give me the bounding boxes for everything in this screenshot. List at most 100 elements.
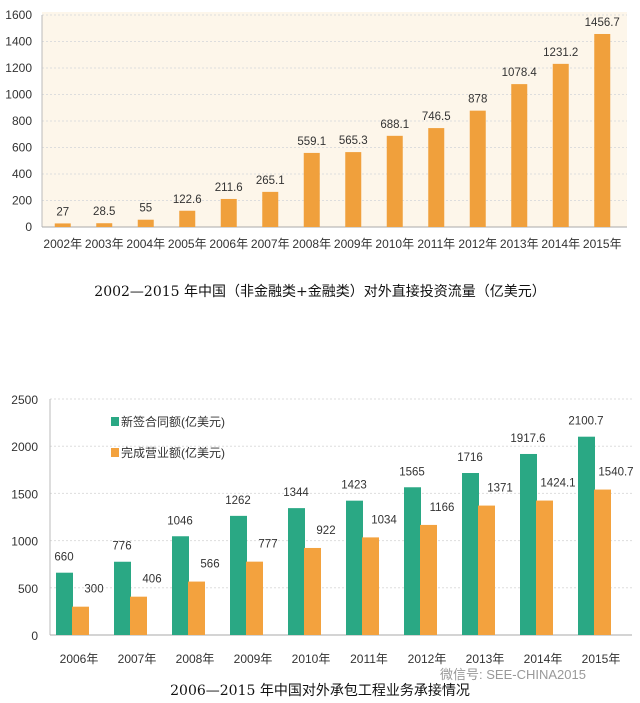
bar [345,152,362,227]
x-tick-label: 2007年 [251,237,290,251]
y-tick-label: 0 [25,220,32,234]
chart1-plot-background [42,12,627,227]
data-label: 28.5 [93,206,115,218]
data-label: 1371 [487,483,513,495]
data-label: 660 [54,552,73,564]
bar-new-contracts [520,453,537,635]
x-tick-label: 2012年 [458,237,497,251]
y-tick-label: 1000 [5,88,32,102]
bar-completed-turnover [246,561,263,635]
data-label: 265.1 [256,175,285,187]
bar-new-contracts [172,536,189,635]
legend-swatch [111,448,119,457]
y-tick-label: 2500 [11,393,38,407]
data-label: 211.6 [215,182,243,194]
x-tick-label: 2011年 [417,237,455,251]
y-tick-label: 1500 [11,487,38,501]
y-tick-label: 1200 [5,61,32,75]
x-tick-label: 2005年 [168,237,207,251]
data-label: 1423 [341,480,367,492]
x-tick-label: 2003年 [85,237,124,251]
y-tick-label: 600 [12,141,32,155]
legend-label: 新签合同额(亿美元) [121,414,225,429]
chart1-title: 2002—2015 年中国（非金融类+金融类）对外直接投资流量（亿美元） [94,283,545,300]
bar [96,223,113,227]
bar [54,223,71,227]
y-tick-label: 400 [12,167,32,181]
data-label: 2100.7 [568,416,603,428]
x-tick-label: 2007年 [118,652,157,666]
x-tick-label: 2006年 [60,652,99,666]
bar-new-contracts [578,436,595,635]
x-tick-label: 2008年 [292,237,331,251]
bar [469,110,486,227]
legend-swatch [111,417,119,426]
data-label: 776 [112,541,131,553]
bar-completed-turnover [594,489,611,635]
data-label: 1540.7 [598,467,633,479]
bar-new-contracts [56,572,73,635]
data-label: 1716 [457,452,483,464]
y-tick-label: 800 [12,114,32,128]
y-tick-label: 1400 [5,35,32,49]
data-label: 1456.7 [585,17,620,29]
bar-new-contracts [114,561,131,635]
x-tick-label: 2013年 [500,237,539,251]
data-label: 1262 [225,495,251,507]
data-label: 559.1 [297,136,326,148]
bar-completed-turnover [72,606,89,635]
x-tick-label: 2015年 [582,652,621,666]
bar [303,152,320,227]
legend-label: 完成营业额(亿美元) [121,445,225,460]
y-tick-label: 200 [12,194,32,208]
data-label: 1424.1 [540,478,575,490]
data-label: 1231.2 [543,47,578,59]
data-label: 1078.4 [502,67,538,79]
x-tick-label: 2009年 [334,237,373,251]
bar [511,84,528,227]
watermark: 微信号: SEE-CHINA2015 [440,667,586,682]
data-label: 688.1 [380,119,409,131]
data-label: 878 [468,94,487,106]
y-tick-label: 1600 [5,8,32,22]
data-label: 300 [84,584,103,596]
data-label: 566 [200,559,219,571]
data-label: 1046 [167,515,193,527]
bar-completed-turnover [130,596,147,635]
data-label: 406 [142,574,161,586]
x-tick-label: 2014年 [524,652,563,666]
bar [552,63,569,228]
data-label: 1166 [430,502,455,514]
x-tick-label: 2015年 [583,237,622,251]
bar-new-contracts [462,473,479,635]
bar [220,198,237,227]
bar [386,135,403,227]
data-label: 777 [258,539,277,551]
x-tick-label: 2011年 [350,652,388,666]
x-tick-label: 2008年 [176,652,215,666]
x-tick-label: 2014年 [541,237,580,251]
bar-new-contracts [346,500,363,635]
x-tick-label: 2010年 [292,652,331,666]
y-tick-label: 2000 [11,440,38,454]
bar [594,33,611,228]
x-tick-label: 2009年 [234,652,273,666]
bar-new-contracts [404,487,421,635]
bar-completed-turnover [536,500,553,635]
bar [428,128,445,227]
x-tick-label: 2013年 [466,652,505,666]
bar [179,210,196,227]
data-label: 1917.6 [510,433,545,445]
data-label: 122.6 [173,194,202,206]
bar [137,219,154,227]
x-tick-label: 2004年 [126,237,165,251]
data-label: 922 [316,525,335,537]
x-tick-label: 2012年 [408,652,447,666]
data-label: 1565 [399,466,425,478]
data-label: 1034 [371,514,397,526]
x-tick-label: 2010年 [375,237,414,251]
bar-completed-turnover [478,505,495,635]
chart2-title: 2006—2015 年中国对外承包工程业务承接情况 [170,682,470,699]
y-tick-label: 1000 [11,535,38,549]
